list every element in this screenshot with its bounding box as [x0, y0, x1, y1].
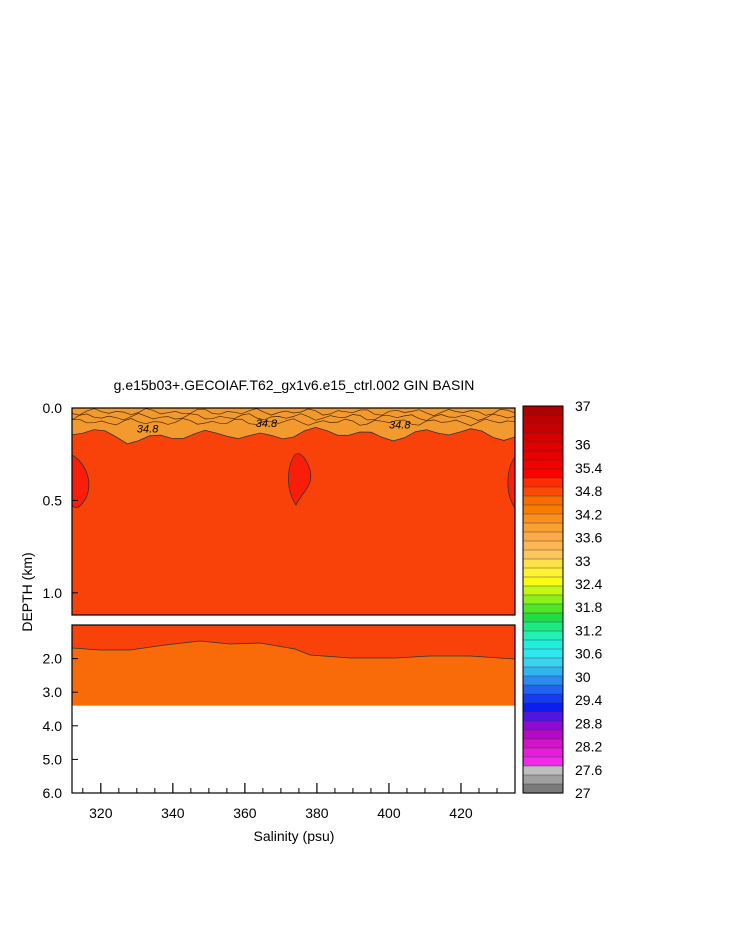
y-tick-label: 2.0 — [43, 651, 63, 667]
upper-warm-patch — [288, 453, 312, 506]
colorbar-frame — [522, 405, 564, 794]
colorbar-swatch — [522, 747, 564, 758]
y-tick-label: 5.0 — [43, 751, 63, 767]
colorbar-swatch — [522, 702, 564, 713]
colorbar-label: 31.2 — [575, 623, 602, 639]
colorbar-swatch — [522, 513, 564, 524]
y-tick-label: 6.0 — [43, 785, 63, 801]
contour-label: 34.8 — [389, 420, 411, 432]
lower-contour-line — [71, 640, 516, 660]
lower-fill-main — [72, 625, 515, 659]
colorbar-swatch — [522, 756, 564, 767]
colorbar-swatch — [522, 441, 564, 452]
colorbar-swatch — [522, 666, 564, 677]
colorbar-swatch — [522, 432, 564, 443]
colorbar-swatch — [522, 576, 564, 587]
colorbar: 37 36 35.4 34.8 34.2 33.6 33 32.4 31.8 31.2 30.6 30… — [522, 398, 602, 801]
colorbar-swatch — [522, 765, 564, 776]
colorbar-swatch — [522, 738, 564, 749]
colorbar-swatch — [522, 720, 564, 731]
x-tick-label: 320 — [89, 805, 113, 821]
colorbar-swatch — [522, 477, 564, 488]
colorbar-swatch — [522, 711, 564, 722]
colorbar-label: 37 — [575, 398, 591, 414]
colorbar-label: 35.4 — [575, 460, 602, 476]
upper-contour-line — [71, 418, 516, 426]
contour-label: 34.8 — [256, 418, 278, 430]
y-tick-label: 1.0 — [43, 585, 63, 601]
x-tick-label: 400 — [377, 805, 401, 821]
colorbar-swatch — [522, 504, 564, 515]
colorbar-label: 36 — [575, 437, 591, 453]
colorbar-label: 28.8 — [575, 715, 602, 731]
upper-fill-main — [72, 408, 515, 615]
colorbar-swatch — [522, 522, 564, 533]
upper-surface-band — [72, 408, 515, 444]
colorbar-label: 34.8 — [575, 483, 602, 499]
colorbar-label: 30 — [575, 669, 591, 685]
y-axis-label: DEPTH (km) — [19, 552, 35, 631]
colorbar-swatch — [522, 585, 564, 596]
colorbar-swatch — [522, 603, 564, 614]
x-tick-label: 360 — [233, 805, 257, 821]
colorbar-swatch — [522, 495, 564, 506]
colorbar-label: 31.8 — [575, 599, 602, 615]
colorbar-swatch — [522, 468, 564, 479]
colorbar-swatch — [522, 594, 564, 605]
upper-warm-patch — [71, 454, 90, 509]
upper-frame — [71, 407, 516, 616]
x-tick-label: 420 — [449, 805, 473, 821]
colorbar-swatch — [522, 612, 564, 623]
colorbar-swatch — [522, 540, 564, 551]
y-tick-label: 0.0 — [43, 400, 63, 416]
colorbar-swatch — [522, 783, 564, 794]
colorbar-swatch — [522, 414, 564, 425]
colorbar-swatch — [522, 558, 564, 569]
colorbar-swatch — [522, 549, 564, 560]
lower-panel: 2.0 3.0 4.0 5.0 6.0 320 340 360 380 400 420 — [43, 624, 516, 821]
colorbar-swatch — [522, 486, 564, 497]
colorbar-label: 29.4 — [575, 692, 602, 708]
colorbar-swatch — [522, 531, 564, 542]
colorbar-swatch — [522, 657, 564, 668]
colorbar-swatch — [522, 693, 564, 704]
colorbar-label: 34.2 — [575, 506, 602, 522]
colorbar-label: 32.4 — [575, 576, 602, 592]
colorbar-swatch — [522, 630, 564, 641]
upper-contour-line — [71, 426, 516, 445]
colorbar-swatch — [522, 675, 564, 686]
colorbar-label: 27 — [575, 785, 591, 801]
colorbar-swatch — [522, 648, 564, 659]
y-tick-label: 3.0 — [43, 684, 63, 700]
colorbar-swatch — [522, 729, 564, 740]
colorbar-swatch — [522, 423, 564, 434]
colorbar-swatch — [522, 450, 564, 461]
contour-label: 34.8 — [137, 423, 159, 435]
colorbar-swatch — [522, 405, 564, 416]
colorbar-swatch — [522, 567, 564, 578]
lower-frame — [71, 624, 516, 794]
y-tick-label: 4.0 — [43, 718, 63, 734]
upper-contour-line — [71, 413, 516, 421]
colorbar-label: 28.2 — [575, 739, 602, 755]
x-tick-label: 340 — [161, 805, 185, 821]
colorbar-swatch — [522, 639, 564, 650]
colorbar-label: 27.6 — [575, 762, 602, 778]
colorbar-label: 33.6 — [575, 530, 602, 546]
colorbar-swatch — [522, 459, 564, 470]
x-axis-label: Salinity (psu) — [254, 828, 335, 844]
y-tick-label: 0.5 — [43, 492, 63, 508]
upper-panel: 34.8 34.8 34.8 0.0 0.5 1.0 — [43, 400, 516, 616]
colorbar-label: 30.6 — [575, 646, 602, 662]
colorbar-label: 33 — [575, 553, 591, 569]
colorbar-swatch — [522, 684, 564, 695]
colorbar-swatch — [522, 774, 564, 785]
colorbar-swatch — [522, 621, 564, 632]
chart-title: g.e15b03+.GECOIAF.T62_gx1v6.e15_ctrl.002… — [114, 377, 475, 393]
x-tick-label: 380 — [305, 805, 329, 821]
